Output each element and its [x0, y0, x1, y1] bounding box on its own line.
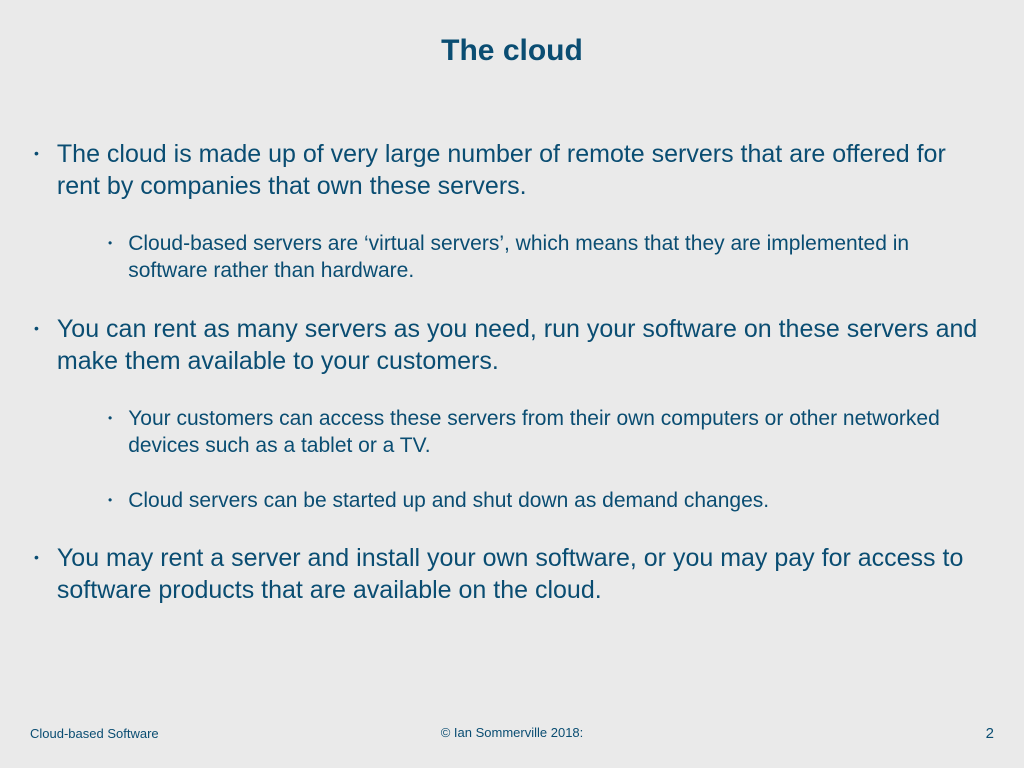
- bullet-level1: • You may rent a server and install your…: [30, 542, 994, 606]
- bullet-text: Cloud servers can be started up and shut…: [128, 487, 769, 514]
- bullet-level1: • The cloud is made up of very large num…: [30, 138, 994, 202]
- bullet-dot-icon: •: [34, 542, 39, 572]
- bullet-text: Your customers can access these servers …: [128, 405, 994, 460]
- footer-left-text: Cloud-based Software: [30, 726, 159, 741]
- bullet-text: The cloud is made up of very large numbe…: [57, 138, 994, 202]
- bullet-dot-icon: •: [108, 405, 112, 431]
- bullet-dot-icon: •: [34, 313, 39, 343]
- bullet-dot-icon: •: [108, 487, 112, 513]
- bullet-level2: • Your customers can access these server…: [30, 405, 994, 460]
- bullet-text: Cloud-based servers are ‘virtual servers…: [128, 230, 994, 285]
- bullet-level2: • Cloud-based servers are ‘virtual serve…: [30, 230, 994, 285]
- slide-footer: Cloud-based Software © Ian Sommerville 2…: [0, 725, 1024, 742]
- bullet-dot-icon: •: [34, 138, 39, 168]
- page-number: 2: [986, 725, 994, 742]
- bullet-level2: • Cloud servers can be started up and sh…: [30, 487, 994, 514]
- slide-title: The cloud: [30, 34, 994, 68]
- slide: The cloud • The cloud is made up of very…: [0, 0, 1024, 768]
- bullet-dot-icon: •: [108, 230, 112, 256]
- bullet-text: You may rent a server and install your o…: [57, 542, 994, 606]
- bullet-text: You can rent as many servers as you need…: [57, 313, 994, 377]
- footer-center-text: © Ian Sommerville 2018:: [441, 725, 584, 740]
- bullet-level1: • You can rent as many servers as you ne…: [30, 313, 994, 377]
